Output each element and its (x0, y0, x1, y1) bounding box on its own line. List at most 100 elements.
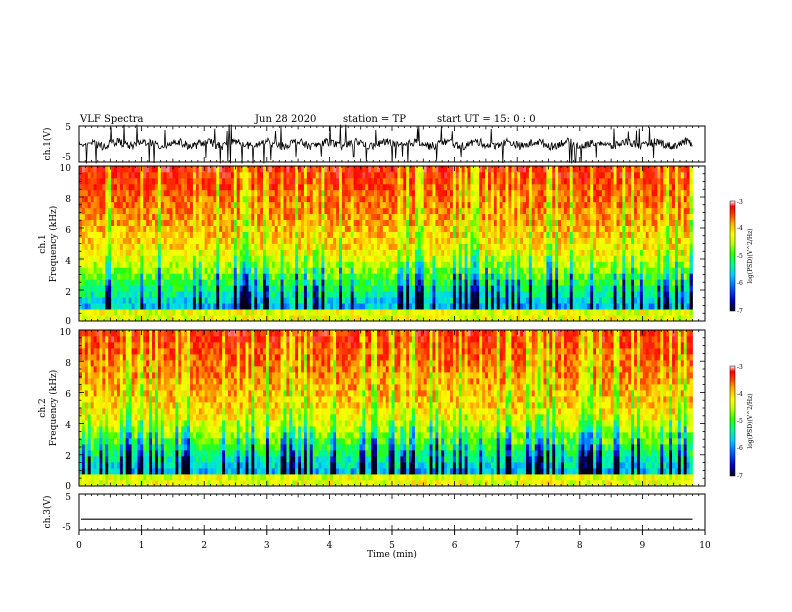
spectrogram-cell (315, 309, 319, 316)
spectrogram-cell (479, 285, 483, 292)
spectrogram-cell (210, 309, 214, 316)
spectrogram-cell (239, 243, 243, 250)
spectrogram-cell (514, 309, 518, 316)
spectrogram-cell (447, 177, 451, 185)
spectrogram-cell (412, 267, 416, 274)
spectrogram-cell (254, 166, 258, 173)
spectrogram-cell (388, 171, 392, 179)
spectrogram-cell (149, 166, 153, 173)
spectrogram-cell (190, 219, 194, 227)
spectrogram-cell (172, 315, 176, 322)
spectrogram-cell (178, 315, 182, 322)
spectrogram-cell (511, 219, 515, 227)
spectrogram-cell (163, 219, 168, 227)
spectrogram-cell (490, 315, 495, 322)
spectrogram-cell (455, 291, 460, 298)
spectrogram-cell (520, 237, 524, 244)
spectrogram-cell (458, 201, 463, 209)
spectrogram-cell (248, 285, 252, 292)
spectrogram-cell (213, 207, 217, 215)
spectrogram-cell (295, 237, 299, 244)
spectrogram-cell (537, 255, 541, 262)
spectrogram-cell (306, 231, 311, 238)
spectrogram-cell (511, 195, 515, 203)
spectrogram-cell (236, 291, 241, 298)
spectrogram-cell (528, 267, 533, 274)
spectrogram-cell (295, 309, 299, 316)
spectrogram-cell (134, 183, 138, 191)
spectrogram-cell (131, 207, 135, 215)
spectrogram-cell (143, 219, 147, 227)
spectrogram-cell (505, 243, 509, 250)
spectrogram-cell (108, 177, 112, 185)
spectrogram-cell (517, 309, 521, 316)
spectrogram-cell (216, 171, 220, 179)
spectrogram-cell (298, 207, 302, 215)
spectrogram-cell (271, 201, 276, 209)
spectrogram-cell (616, 213, 620, 221)
spectrogram-cell (350, 231, 354, 238)
spectrogram-cell (499, 309, 503, 316)
spectrogram-cell (99, 309, 103, 316)
spectrogram-cell (525, 219, 530, 227)
spectrogram-cell (444, 291, 448, 298)
spectrogram-cell (216, 273, 220, 280)
spectrogram-cell (160, 177, 165, 185)
spectrogram-cell (619, 303, 623, 310)
spectrogram-cell (371, 213, 375, 221)
spectrogram-cell (502, 255, 506, 262)
spectrogram-cell (245, 243, 249, 250)
spectrogram-cell (601, 255, 606, 262)
spectrogram-cell (146, 207, 150, 215)
spectrogram-cell (172, 195, 176, 203)
spectrogram-cell (239, 267, 243, 274)
spectrogram-cell (190, 285, 194, 292)
spectrogram-cell (561, 249, 565, 256)
spectrogram-cell (464, 291, 468, 298)
spectrogram-cell (467, 213, 471, 221)
spectrogram-cell (295, 279, 299, 286)
spectrogram-cell (336, 177, 340, 185)
spectrogram-cell (137, 291, 141, 298)
spectrogram-cell (587, 183, 591, 191)
spectrogram-cell (265, 225, 270, 232)
spectrogram-cell (344, 303, 349, 310)
spectrogram-cell (517, 213, 521, 221)
spectrogram-cell (286, 285, 290, 292)
spectrogram-cell (274, 225, 279, 232)
spectrogram-cell (207, 166, 211, 173)
spectrogram-cell (365, 166, 369, 173)
spectrogram-cell (169, 237, 173, 244)
spectrogram-cell (96, 183, 100, 191)
spectrogram-cell (198, 231, 203, 238)
spectrogram-cell (166, 213, 170, 221)
spectrogram-cell (347, 171, 352, 179)
spectrogram-cell (190, 297, 194, 304)
spectrogram-cell (210, 225, 214, 232)
spectrogram-cell (432, 213, 436, 221)
spectrogram-cell (601, 166, 606, 173)
spectrogram-cell (184, 171, 188, 179)
spectrogram-cell (619, 291, 623, 298)
spectrogram-cell (339, 297, 343, 304)
spectrogram-cell (619, 273, 623, 280)
spectrogram-cell (566, 309, 571, 316)
spectrogram-cell (312, 273, 317, 280)
spectrogram-cell (540, 243, 544, 250)
spectrogram-cell (286, 267, 290, 274)
spectrogram-cell (306, 309, 311, 316)
spectrogram-cell (181, 303, 185, 310)
spectrogram-cell (625, 255, 629, 262)
spectrogram-cell (394, 237, 398, 244)
spectrogram-cell (613, 303, 617, 310)
spectrogram-cell (204, 261, 208, 268)
spectrogram-cell (225, 231, 229, 238)
spectrogram-cell (204, 231, 208, 238)
spectrogram-cell (636, 201, 641, 209)
spectrogram-cell (429, 285, 433, 292)
spectrogram-cell (636, 249, 641, 256)
spectrogram-cell (280, 303, 284, 310)
spectrogram-cell (356, 189, 360, 197)
spectrogram-cell (499, 261, 503, 268)
spectrogram-cell (444, 183, 448, 191)
